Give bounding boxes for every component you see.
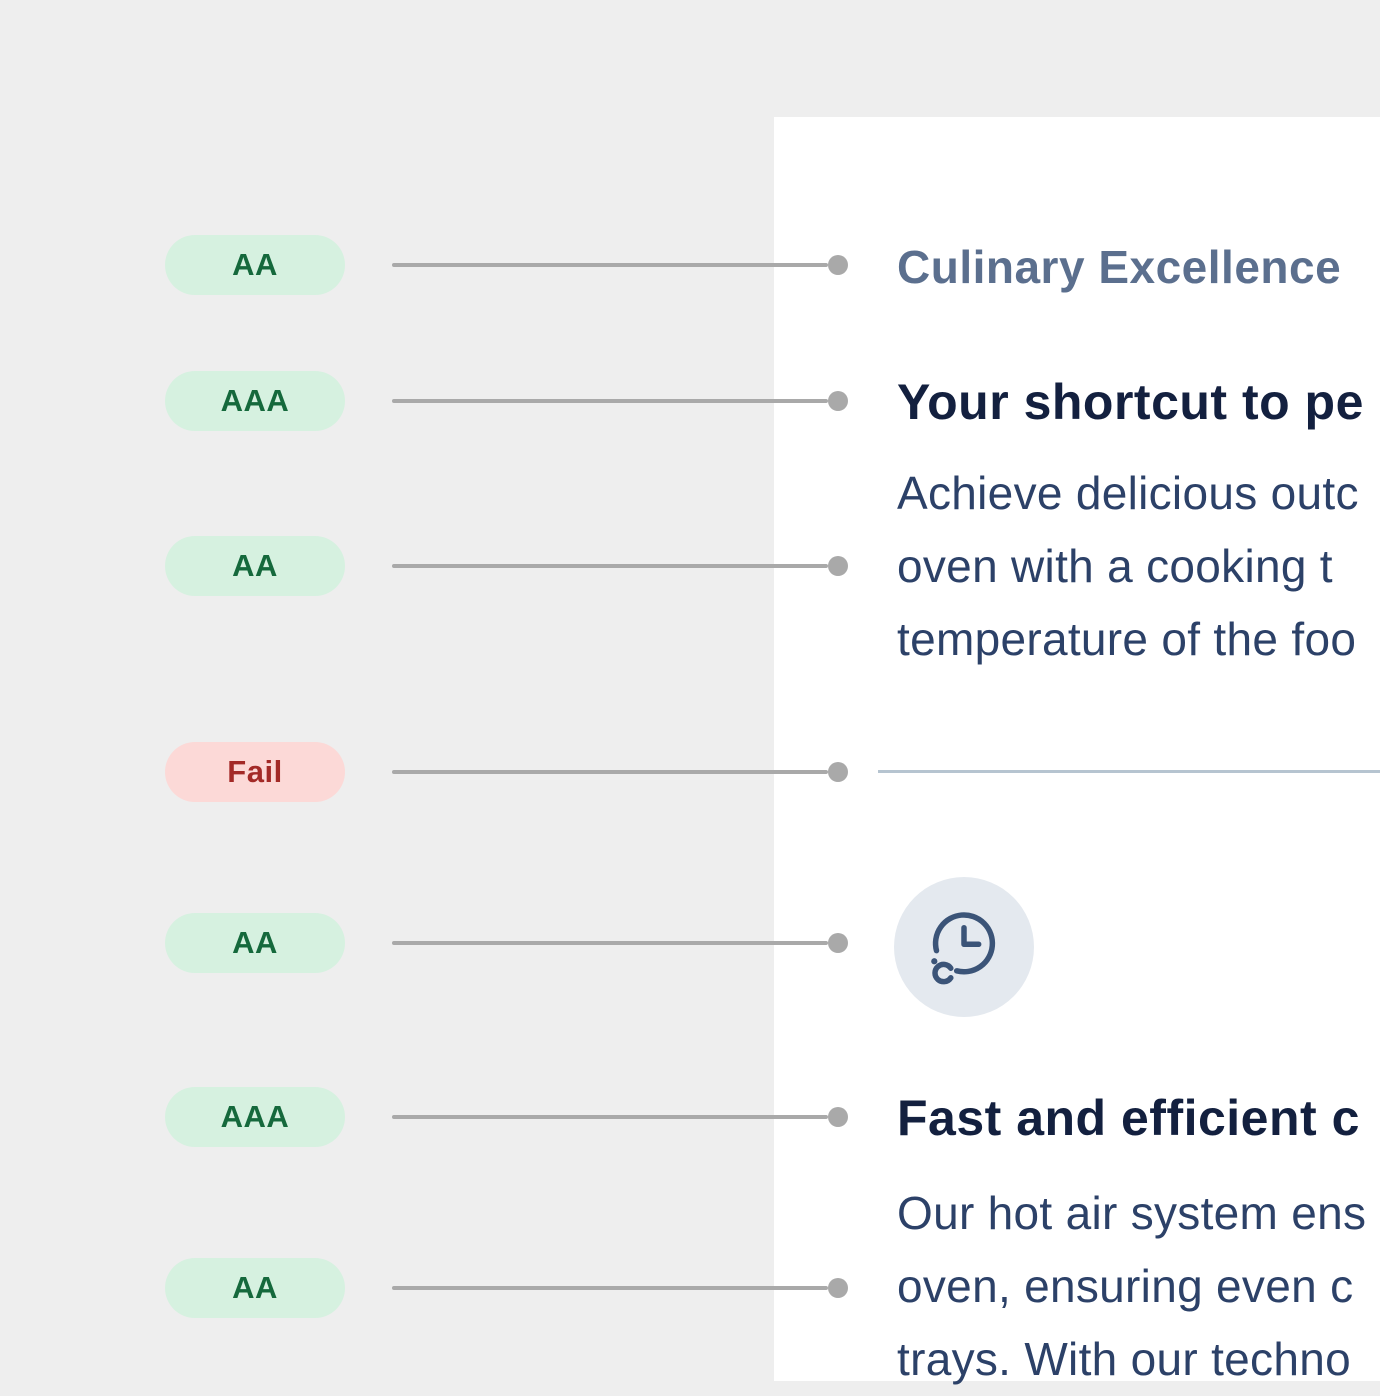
connector-dot (828, 1107, 848, 1127)
connector-dot (828, 391, 848, 411)
connector-dot (828, 255, 848, 275)
connector-dot (828, 933, 848, 953)
contrast-badge-fail: Fail (165, 742, 345, 802)
contrast-badge-aa: AA (165, 536, 345, 596)
section2-paragraph-line1: Our hot air system ens (897, 1187, 1367, 1239)
connector-line (392, 941, 828, 945)
section1-heading: Your shortcut to pe (897, 374, 1364, 430)
connector-line (392, 1286, 828, 1290)
contrast-badge-aa: AA (165, 1258, 345, 1318)
section1-paragraph-line1: Achieve delicious outc (897, 467, 1359, 519)
connector-line (392, 399, 828, 403)
contrast-badge-aa: AA (165, 235, 345, 295)
section1-paragraph-line2: oven with a cooking t (897, 540, 1333, 592)
eyebrow-heading: Culinary Excellence (897, 241, 1342, 293)
connector-dot (828, 1278, 848, 1298)
cooking-time-temperature-icon (931, 912, 996, 985)
section2-paragraph-line3: trays. With our techno (897, 1333, 1351, 1385)
connector-line (392, 1115, 828, 1119)
content-panel (774, 117, 1380, 1381)
connector-line (392, 564, 828, 568)
contrast-badge-aa: AA (165, 913, 345, 973)
feature-icon-badge (894, 877, 1034, 1017)
connector-dot (828, 762, 848, 782)
contrast-badge-aaa: AAA (165, 371, 345, 431)
section1-paragraph: Achieve delicious outc oven with a cooki… (897, 457, 1359, 676)
section2-paragraph: Our hot air system ens oven, ensuring ev… (897, 1177, 1366, 1396)
connector-line (392, 770, 828, 774)
connector-line (392, 263, 828, 267)
contrast-badge-aaa: AAA (165, 1087, 345, 1147)
section1-paragraph-line3: temperature of the foo (897, 613, 1357, 665)
connector-dot (828, 556, 848, 576)
section2-heading: Fast and efficient c (897, 1090, 1360, 1146)
section-divider (878, 770, 1380, 773)
section2-paragraph-line2: oven, ensuring even c (897, 1260, 1354, 1312)
